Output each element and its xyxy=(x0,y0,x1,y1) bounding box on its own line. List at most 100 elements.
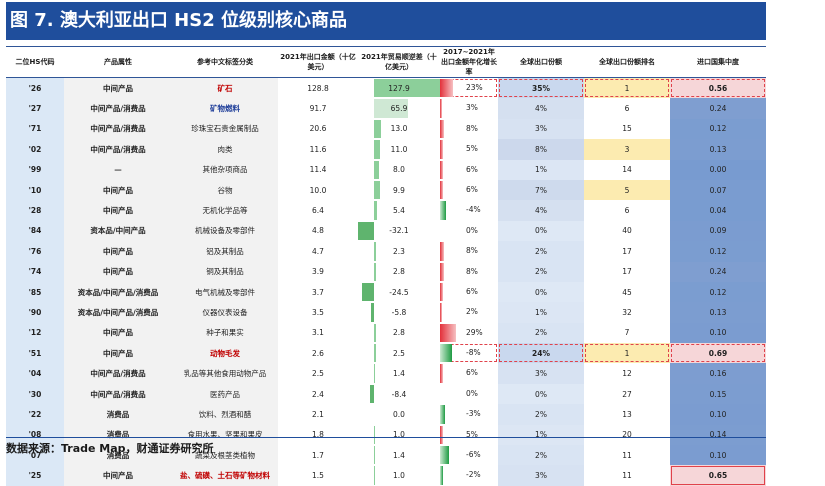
export-value-cell: 2.4 xyxy=(312,389,324,399)
product-attr-cell: 中间产品/消费品 xyxy=(64,363,172,384)
import-concentration-cell: 0.16 xyxy=(670,363,766,384)
trade-balance-value: 13.0 xyxy=(390,124,408,134)
table-row: '74 中间产品 铜及其制品 3.9 2.8 8% 2% 17 0.24 xyxy=(6,261,766,282)
global-share-cell: 4% xyxy=(498,200,584,221)
category-label-cell: 蔬菜及根茎类植物 xyxy=(172,445,278,466)
trade-balance-cell: 1.4 xyxy=(358,363,440,383)
trade-balance-bar xyxy=(374,242,376,261)
category-label-cell: 饮料、烈酒和醋 xyxy=(172,404,278,425)
cagr-bar xyxy=(440,242,445,261)
category-label-cell: 仪器仪表设备 xyxy=(172,302,278,323)
cagr-cell: 6% xyxy=(440,363,498,383)
trade-balance-value: 11.0 xyxy=(390,144,408,154)
trade-balance-value: 8.0 xyxy=(393,165,405,175)
global-share-cell: 1% xyxy=(498,424,584,446)
trade-balance-value: 9.9 xyxy=(393,185,405,195)
trade-balance-bar xyxy=(374,262,376,281)
global-share-cell: 0% xyxy=(498,383,584,405)
hs-code-cell: '71 xyxy=(6,118,64,140)
import-concentration-cell: 0.13 xyxy=(670,302,766,323)
trade-balance-cell: 1.4 xyxy=(358,445,440,465)
cagr-value: 5% xyxy=(466,144,478,154)
import-concentration-cell: 0.14 xyxy=(670,424,766,446)
trade-balance-bar xyxy=(374,201,378,220)
import-concentration-cell: 0.65 xyxy=(670,465,766,486)
global-share-cell: 2% xyxy=(498,241,584,262)
trade-balance-value: 0.0 xyxy=(393,409,405,419)
cagr-cell: 6% xyxy=(440,160,498,180)
product-attr-cell: 中间产品/消费品 xyxy=(64,118,172,140)
export-value-cell: 4.7 xyxy=(312,246,324,256)
cagr-bar xyxy=(440,262,445,281)
hs-code-cell: '74 xyxy=(6,261,64,282)
trade-balance-cell: -32.1 xyxy=(358,221,440,241)
global-share-cell: 1% xyxy=(498,159,584,180)
category-label-cell: 盐、硫磺、土石等矿物材料 xyxy=(172,465,278,486)
trade-balance-value: 2.8 xyxy=(393,328,405,338)
trade-balance-cell: 2.8 xyxy=(358,262,440,282)
cagr-value: -3% xyxy=(466,409,481,419)
hs-code-cell: '28 xyxy=(6,200,64,221)
cagr-bar xyxy=(440,119,445,139)
category-label-cell: 机械设备及零部件 xyxy=(172,220,278,242)
trade-balance-bar xyxy=(371,303,375,322)
cagr-value: 6% xyxy=(466,184,478,194)
trade-balance-bar xyxy=(374,119,382,139)
trade-balance-bar xyxy=(370,384,375,404)
trade-balance-cell: 5.4 xyxy=(358,200,440,220)
table-row: '02 中间产品/消费品 肉类 11.6 11.0 5% 8% 3 0.13 xyxy=(6,139,766,160)
table-row: '99— 其他杂项商品 11.4 8.0 6% 1% 14 0.00 xyxy=(6,159,766,180)
trade-balance-bar xyxy=(374,180,380,200)
product-attr-cell: 中间产品 xyxy=(64,322,172,344)
global-share-cell: 4% xyxy=(498,98,584,119)
cagr-cell: 6% xyxy=(440,282,498,302)
global-share-cell: 1% xyxy=(498,302,584,323)
global-share-cell: 2% xyxy=(498,445,584,466)
category-label-cell: 铜及其制品 xyxy=(172,261,278,282)
cagr-value: 0% xyxy=(466,225,478,235)
global-share-cell: 8% xyxy=(498,139,584,160)
trade-balance-cell: 2.3 xyxy=(358,241,440,261)
cagr-cell: -6% xyxy=(440,445,498,465)
share-rank-cell: 17 xyxy=(622,267,632,277)
figure-title: 图 7. 澳大利亚出口 HS2 位级别核心商品 xyxy=(6,2,766,40)
header-attr: 产品属性 xyxy=(64,46,172,78)
product-attr-cell: 中间产品/消费品 xyxy=(64,98,172,119)
import-concentration-cell: 0.00 xyxy=(670,159,766,180)
import-concentration-cell: 0.10 xyxy=(670,322,766,344)
import-concentration-cell: 0.69 xyxy=(670,343,766,364)
import-concentration-cell: 0.10 xyxy=(670,404,766,425)
global-share-cell: 2% xyxy=(498,404,584,425)
cagr-value: 29% xyxy=(466,327,483,337)
export-value-cell: 20.6 xyxy=(309,124,327,134)
share-rank-cell: 17 xyxy=(622,246,632,256)
share-rank-cell: 14 xyxy=(622,165,632,175)
cagr-cell: 0% xyxy=(440,384,498,404)
trade-balance-cell: 0.0 xyxy=(358,404,440,424)
export-value-cell: 11.6 xyxy=(309,144,327,154)
product-attr-cell: 消费品 xyxy=(64,445,172,466)
cagr-cell: 8% xyxy=(440,241,498,261)
hs-code-cell: '10 xyxy=(6,179,64,201)
category-label-cell: 食用水果、坚果和果皮 xyxy=(172,424,278,446)
import-concentration-cell: 0.12 xyxy=(670,118,766,140)
cagr-bar xyxy=(440,303,442,322)
hs2-export-table: 二位HS代码 产品属性 参考中文标签分类 2021年出口金额（十亿美元） 202… xyxy=(6,46,766,486)
category-label-cell: 肉类 xyxy=(172,139,278,160)
trade-balance-bar xyxy=(374,446,376,465)
global-share-cell: 24% xyxy=(498,343,584,364)
category-label-cell: 种子和果实 xyxy=(172,322,278,344)
table-row: '71 中间产品/消费品 珍珠宝石贵金属制品 20.6 13.0 8% 3% 15 0.12 xyxy=(6,118,766,140)
cagr-cell: 5% xyxy=(440,139,498,159)
global-share-cell: 7% xyxy=(498,179,584,201)
table-row: '08 消费品 食用水果、坚果和果皮 1.8 1.0 5% 1% 20 0.14 xyxy=(6,424,766,446)
header-share-rank: 全球出口份额排名 xyxy=(584,46,670,78)
global-share-cell: 2% xyxy=(498,322,584,344)
cagr-bar xyxy=(440,466,443,485)
product-attr-cell: 中间产品 xyxy=(64,200,172,221)
share-rank-cell: 11 xyxy=(622,450,632,460)
trade-balance-bar xyxy=(358,221,375,241)
trade-balance-cell: -24.5 xyxy=(358,282,440,302)
cagr-value: -8% xyxy=(466,348,481,358)
share-rank-cell: 7 xyxy=(624,328,630,338)
